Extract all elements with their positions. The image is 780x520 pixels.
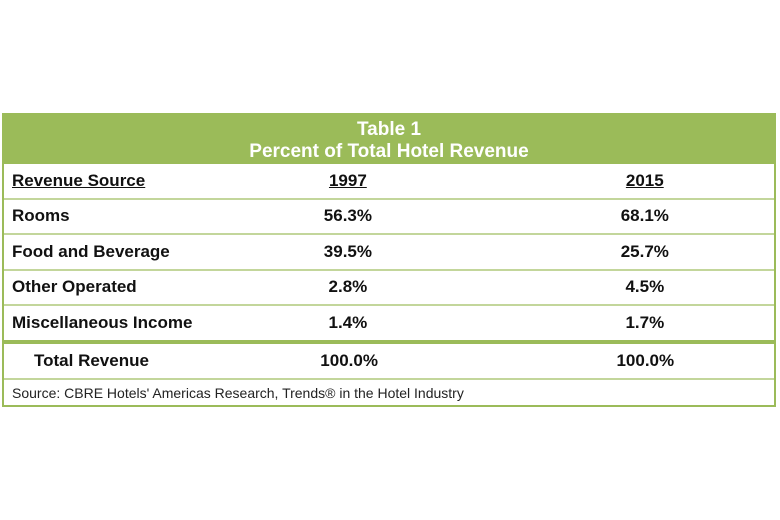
table-caption: Percent of Total Hotel Revenue [249, 141, 529, 162]
table-title: Table 1 Percent of Total Hotel Revenue [4, 115, 774, 164]
row-label: Rooms [12, 206, 70, 226]
source-note: Source: CBRE Hotels' Americas Research, … [4, 377, 774, 405]
value-2015: 1.7% [625, 312, 665, 332]
value-1997: 56.3% [323, 206, 372, 226]
total-row: Total Revenue 100.0% 100.0% [4, 339, 774, 378]
header-1997: 1997 [328, 170, 367, 190]
value-2015: 68.1% [620, 206, 669, 226]
value-2015: 25.7% [620, 241, 669, 261]
revenue-table: Table 1 Percent of Total Hotel Revenue R… [2, 113, 776, 407]
table-number: Table 1 [356, 119, 422, 140]
table-row: Other Operated 2.8% 4.5% [4, 268, 774, 305]
value-2015: 4.5% [625, 277, 665, 297]
row-label: Food and Beverage [12, 241, 170, 261]
total-1997: 100.0% [320, 350, 378, 370]
total-label: Total Revenue [34, 350, 149, 370]
table-row: Rooms 56.3% 68.1% [4, 197, 774, 234]
header-row: Revenue Source 1997 2015 [4, 164, 774, 198]
header-revenue-source: Revenue Source [12, 170, 146, 190]
header-2015: 2015 [625, 170, 664, 190]
total-2015: 100.0% [616, 350, 675, 370]
value-1997: 1.4% [328, 312, 368, 332]
table-row: Miscellaneous Income 1.4% 1.7% [4, 304, 774, 340]
row-label: Other Operated [12, 277, 137, 297]
value-1997: 39.5% [323, 241, 372, 261]
row-label: Miscellaneous Income [12, 312, 193, 332]
value-1997: 2.8% [328, 277, 368, 297]
table-row: Food and Beverage 39.5% 25.7% [4, 233, 774, 269]
